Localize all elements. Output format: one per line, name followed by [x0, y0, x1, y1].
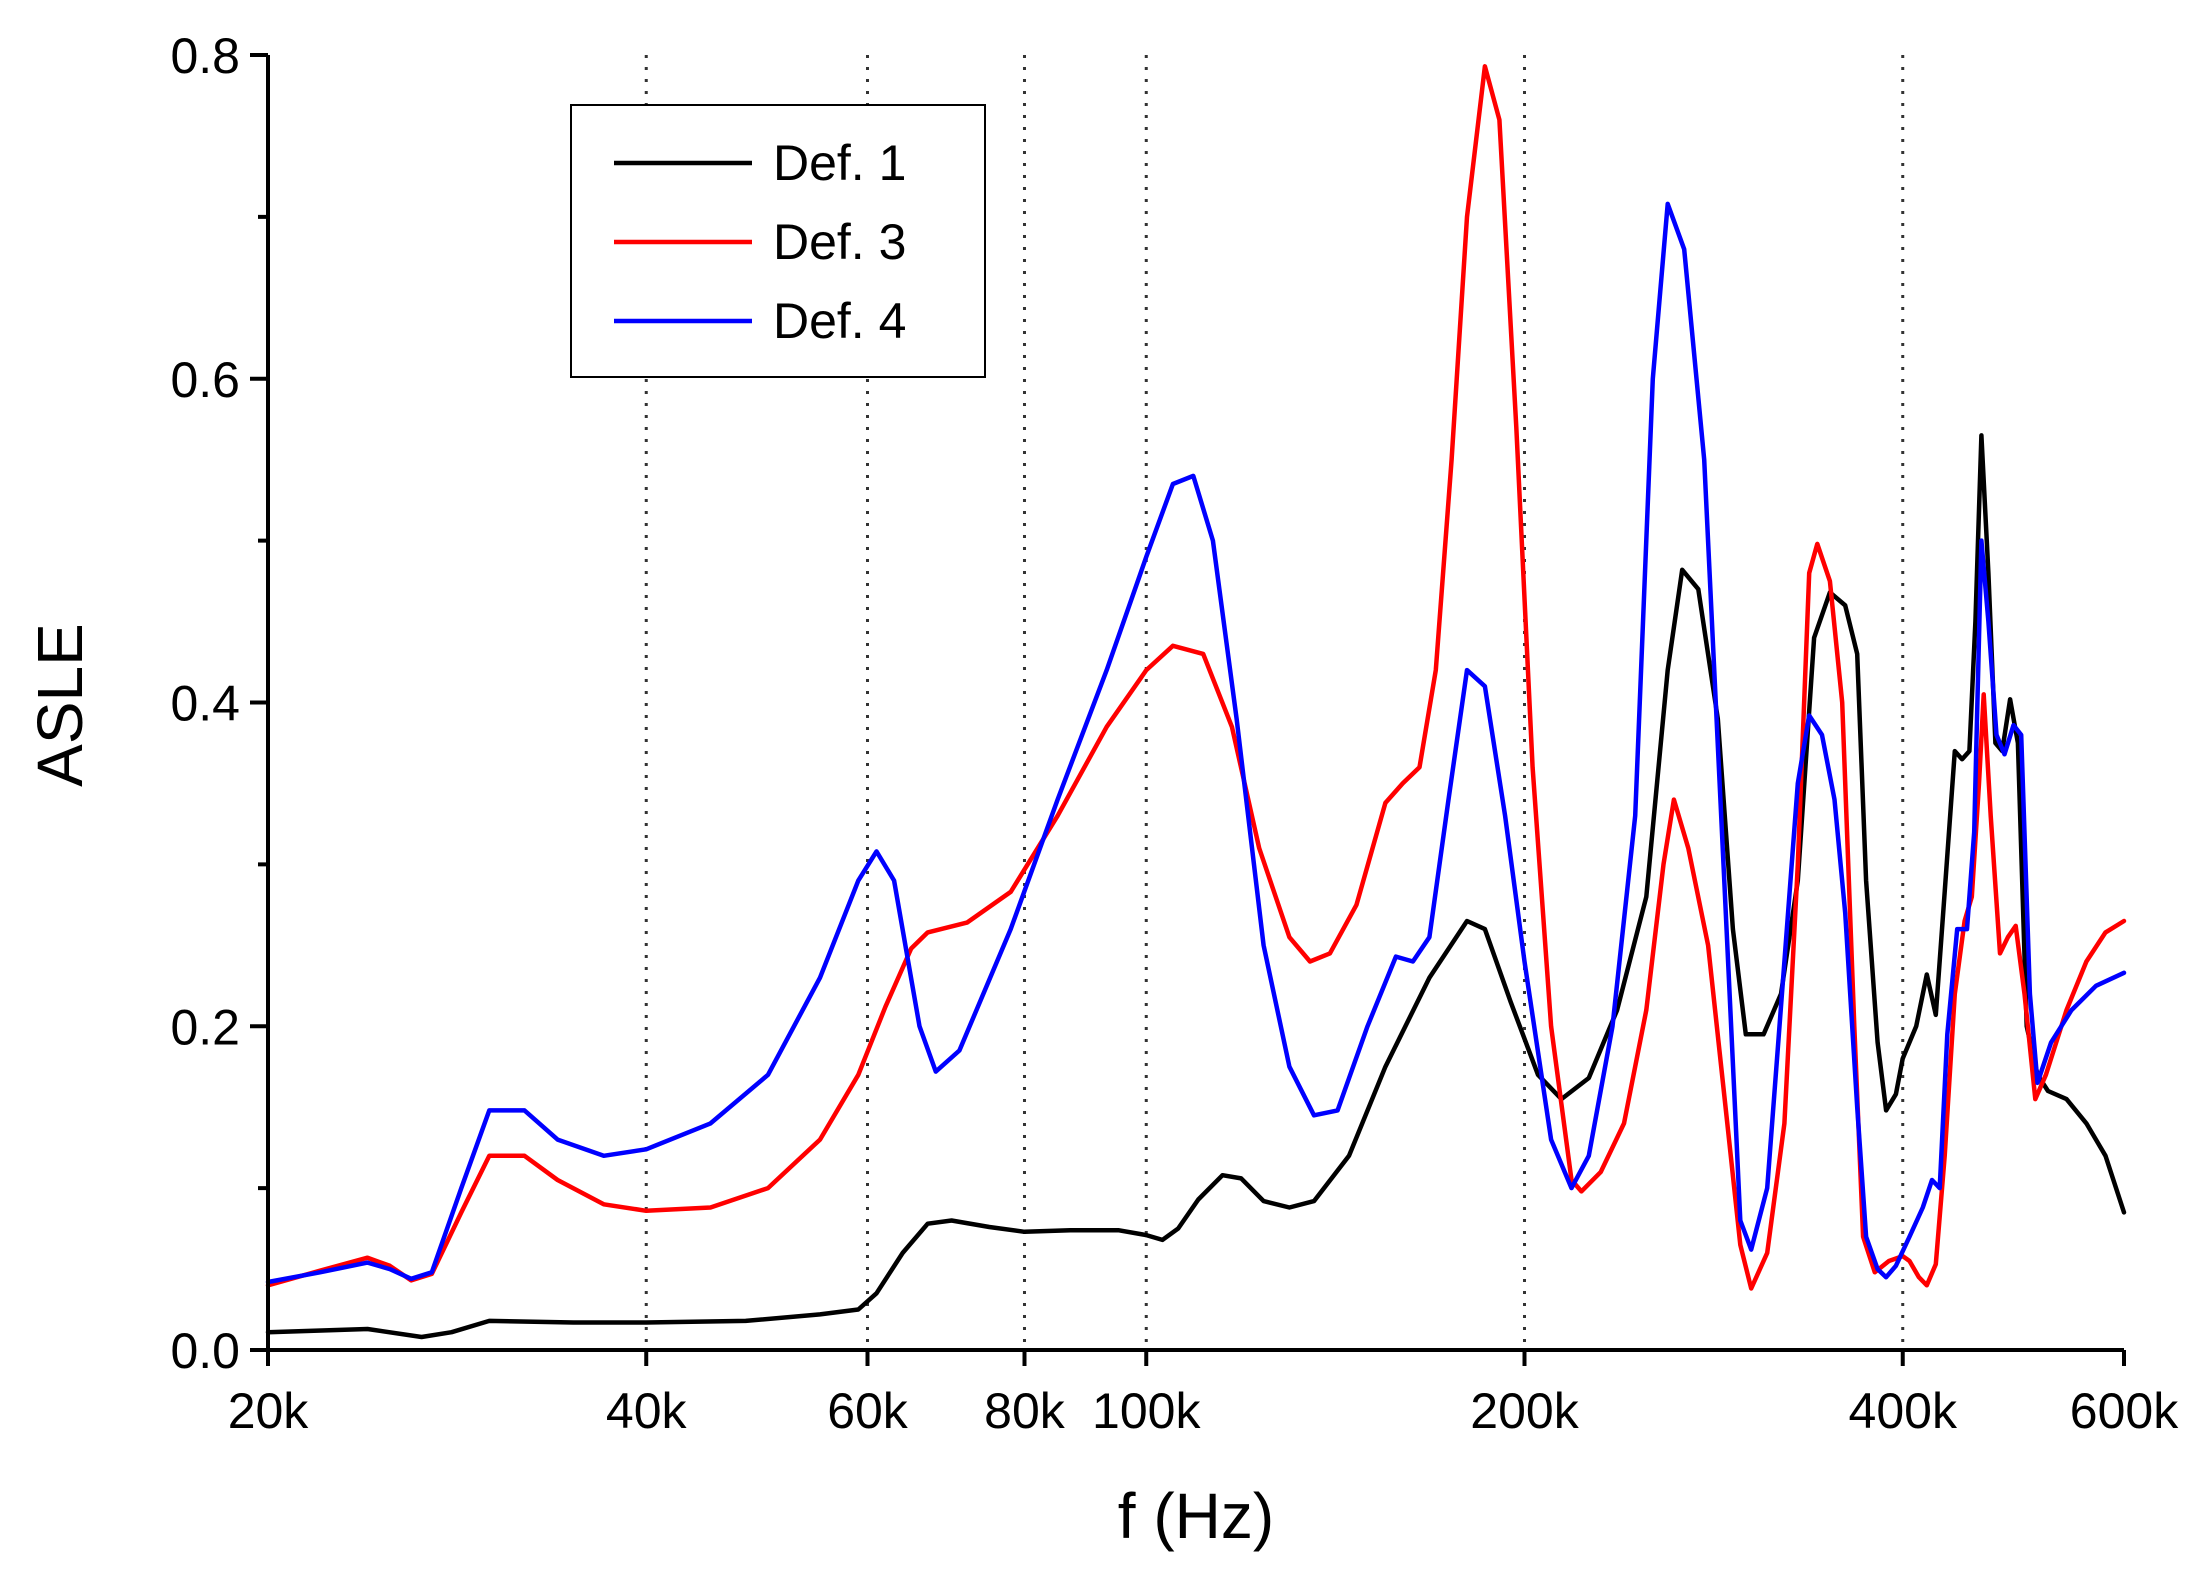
series-lines	[265, 64, 2127, 1340]
series-line-def-4	[265, 201, 2127, 1285]
series-line-def-1	[265, 433, 2127, 1340]
legend-label: Def. 4	[773, 293, 906, 349]
x-tick-label: 100k	[1092, 1383, 1201, 1439]
y-tick-label: 0.6	[170, 352, 240, 408]
y-tick-label: 0.4	[170, 676, 240, 732]
y-tick-label: 0.0	[170, 1323, 240, 1379]
y-axis-ticks: 0.0 0.2 0.4 0.6 0.8	[170, 28, 268, 1379]
legend: Def. 1 Def. 3 Def. 4	[570, 104, 986, 378]
series-line-def-3	[265, 64, 2127, 1291]
x-tick-label: 200k	[1470, 1383, 1579, 1439]
legend-label: Def. 1	[773, 135, 906, 191]
x-axis-label: f (Hz)	[1118, 1480, 1274, 1552]
x-tick-label: 80k	[984, 1383, 1066, 1439]
x-tick-label: 60k	[827, 1383, 909, 1439]
x-axis-ticks: 20k 40k 60k 80k 100k 200k 400k 600k	[228, 1350, 2179, 1439]
y-tick-label: 0.8	[170, 28, 240, 84]
y-tick-label: 0.2	[170, 999, 240, 1055]
x-tick-label: 40k	[606, 1383, 688, 1439]
x-tick-label: 600k	[2070, 1383, 2179, 1439]
y-axis-label: ASLE	[24, 623, 96, 787]
axes	[266, 55, 2124, 1352]
x-tick-label: 400k	[1849, 1383, 1958, 1439]
legend-label: Def. 3	[773, 214, 906, 270]
x-tick-label: 20k	[228, 1383, 310, 1439]
